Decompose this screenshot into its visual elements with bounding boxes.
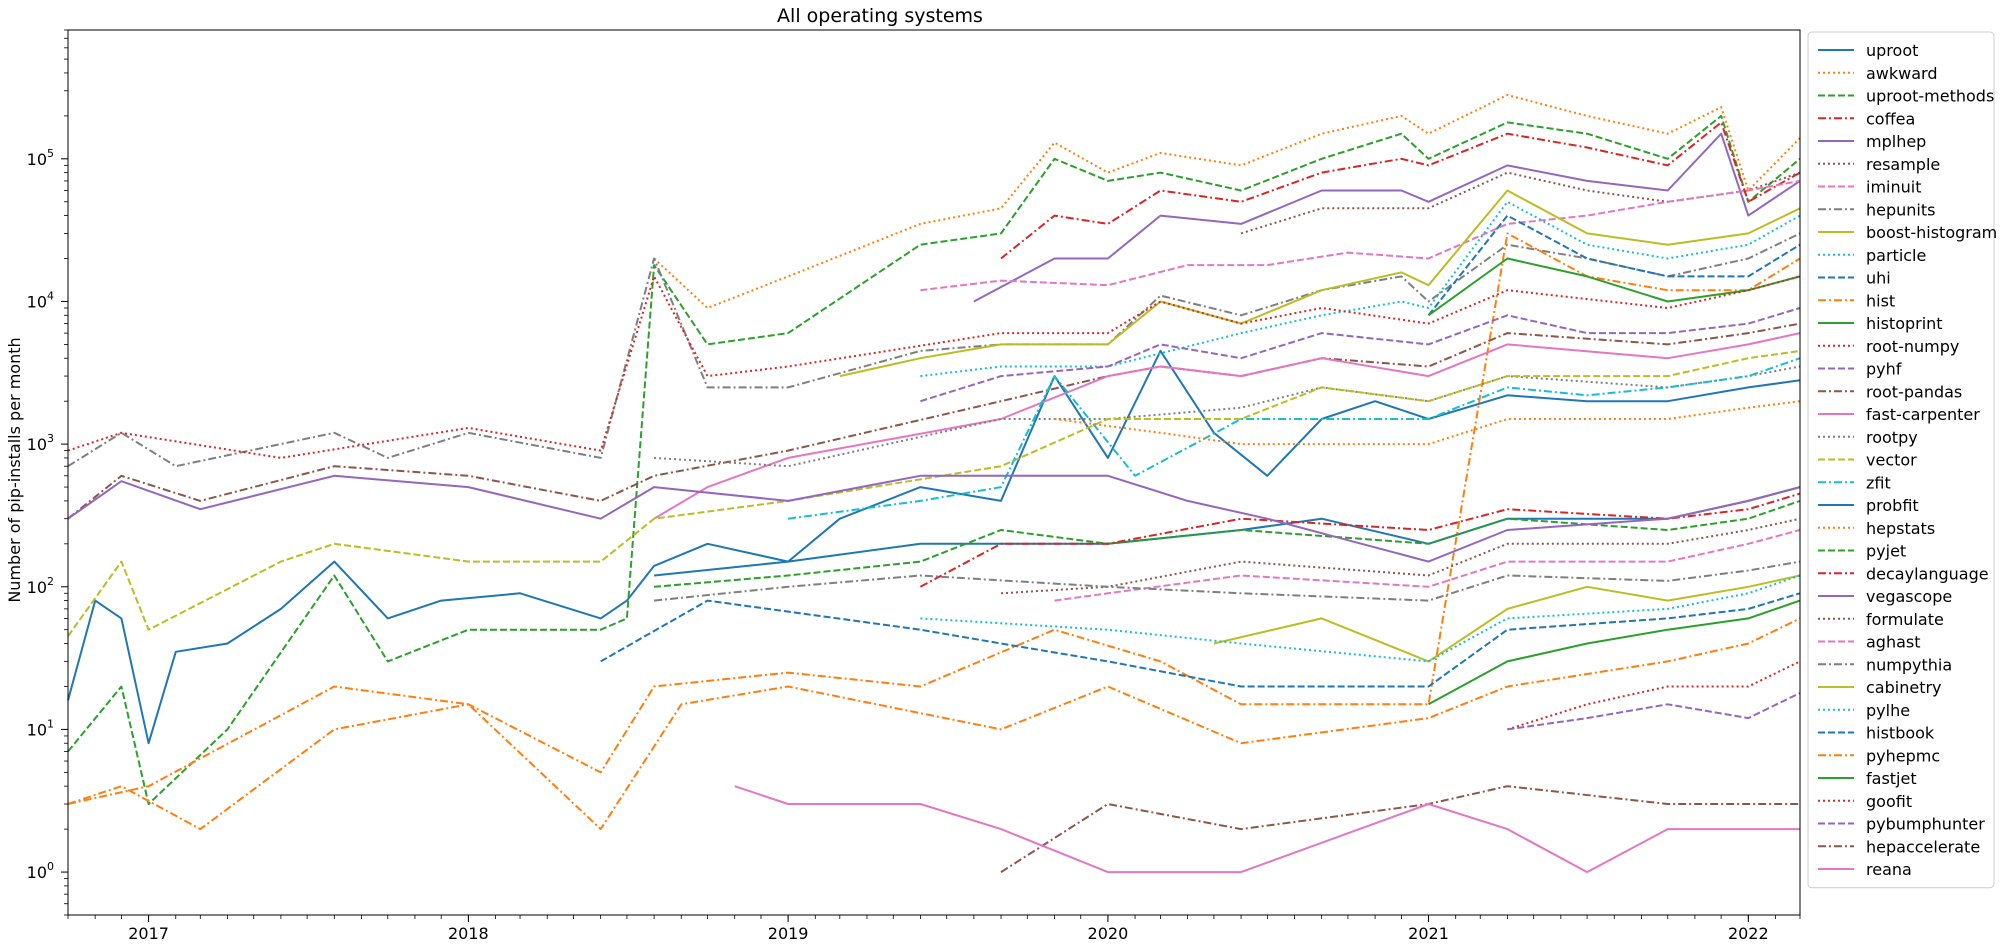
legend-label-numpythia: numpythia <box>1866 655 1952 674</box>
legend-label-vector: vector <box>1866 451 1917 470</box>
legend-label-hist: hist <box>1866 291 1895 310</box>
series-line-iminuit <box>920 179 1801 292</box>
y-tick-label: 103 <box>27 432 54 454</box>
series-line-uproot <box>67 349 1801 745</box>
series-line-pylhe <box>920 574 1801 663</box>
plot-lines <box>67 94 1801 874</box>
legend-label-particle: particle <box>1866 246 1926 265</box>
x-tick-label: 2020 <box>1088 924 1129 943</box>
series-line-pyhf <box>920 307 1801 403</box>
y-tick-label: 102 <box>27 575 54 597</box>
series-line-zfit <box>787 357 1801 520</box>
series-line-coffea <box>1000 121 1801 260</box>
legend-label-hepunits: hepunits <box>1866 200 1935 219</box>
legend-label-boost-histogram: boost-histogram <box>1866 223 1997 242</box>
series-line-pybumphunter <box>1507 692 1801 731</box>
series-line-uhi <box>1427 214 1801 316</box>
series-line-boost-histogram <box>839 189 1801 378</box>
legend-label-reana: reana <box>1866 860 1912 879</box>
legend-label-goofit: goofit <box>1866 792 1912 811</box>
axes: 100 101 102 103 104 105 2017 2018 2019 2020 2021 20… <box>27 29 1801 943</box>
legend-label-hepstats: hepstats <box>1866 519 1935 538</box>
legend-label-pyjet: pyjet <box>1866 542 1906 561</box>
legend-label-uproot-methods: uproot-methods <box>1866 87 1994 106</box>
legend-label-aghast: aghast <box>1866 633 1921 652</box>
legend-label-root-pandas: root-pandas <box>1866 382 1962 401</box>
legend-label-mplhep: mplhep <box>1866 132 1926 151</box>
y-tick-label: 100 <box>27 860 54 882</box>
y-tick-label: 105 <box>27 147 54 169</box>
legend-label-rootpy: rootpy <box>1866 428 1918 447</box>
series-line-hist <box>67 232 1801 831</box>
x-tick-label: 2022 <box>1728 924 1769 943</box>
series-line-hepaccelerate <box>1000 785 1800 873</box>
series-line-formulate <box>1000 517 1801 595</box>
series-line-particle <box>920 200 1801 378</box>
x-tick-label: 2017 <box>128 924 169 943</box>
legend-label-uhi: uhi <box>1866 269 1891 288</box>
legend-label-formulate: formulate <box>1866 610 1944 629</box>
series-line-fast-carpenter <box>653 332 1801 520</box>
series-line-histoprint <box>1427 257 1801 317</box>
x-tick-label: 2019 <box>768 924 809 943</box>
series-line-histbook <box>600 592 1801 688</box>
chart-title: All operating systems <box>777 5 983 27</box>
series-line-pyhepmc <box>67 617 1801 831</box>
legend-label-histoprint: histoprint <box>1866 314 1943 333</box>
legend-label-decaylanguage: decaylanguage <box>1866 564 1989 583</box>
series-line-hepstats <box>1054 400 1801 446</box>
y-axis-label: Number of pip-installs per month <box>5 337 24 602</box>
legend-label-histbook: histbook <box>1866 724 1935 743</box>
series-line-reana <box>734 785 1800 874</box>
legend-label-iminuit: iminuit <box>1866 178 1921 197</box>
legend-label-fast-carpenter: fast-carpenter <box>1866 405 1980 424</box>
plot-frame <box>67 29 1801 916</box>
x-tick-label: 2021 <box>1408 924 1449 943</box>
series-line-root-pandas <box>67 322 1801 520</box>
legend-label-fastjet: fastjet <box>1866 769 1917 788</box>
legend-label-probfit: probfit <box>1866 496 1919 515</box>
series-line-goofit <box>1507 660 1801 731</box>
series-line-cabinetry <box>1213 574 1801 663</box>
y-tick-label: 101 <box>27 717 54 739</box>
legend-label-uproot: uproot <box>1866 41 1918 60</box>
legend-label-pybumphunter: pybumphunter <box>1866 815 1985 834</box>
legend-label-cabinetry: cabinetry <box>1866 678 1942 697</box>
legend-label-root-numpy: root-numpy <box>1866 337 1959 356</box>
series-line-resample <box>1240 171 1801 235</box>
series-line-vector <box>67 349 1801 637</box>
series-line-mplhep <box>973 132 1801 303</box>
series-line-decaylanguage <box>919 492 1801 588</box>
series-line-pyjet <box>654 499 1801 588</box>
legend-label-pylhe: pylhe <box>1866 701 1910 720</box>
legend-label-vegascope: vegascope <box>1866 587 1952 606</box>
series-line-root-numpy <box>67 275 1801 459</box>
legend-label-awkward: awkward <box>1866 64 1938 83</box>
legend-label-coffea: coffea <box>1866 109 1915 128</box>
legend-label-resample: resample <box>1866 155 1940 174</box>
x-tick-label: 2018 <box>448 924 489 943</box>
series-line-awkward <box>653 94 1801 309</box>
legend-box <box>1807 31 1995 889</box>
series-line-vegascope <box>67 474 1801 563</box>
legend-label-pyhepmc: pyhepmc <box>1866 746 1940 765</box>
series-line-aghast <box>1054 529 1801 602</box>
legend-label-pyhf: pyhf <box>1866 360 1902 379</box>
legend: uproot awkward uproot-methods coffea mplhep r… <box>1807 31 1997 889</box>
legend-label-zfit: zfit <box>1866 473 1891 492</box>
series-line-numpythia <box>653 560 1801 602</box>
legend-label-hepaccelerate: hepaccelerate <box>1866 837 1980 856</box>
series-line-fastjet <box>1428 599 1801 706</box>
series-line-uproot-methods <box>67 114 1801 805</box>
y-tick-label: 104 <box>27 289 54 311</box>
